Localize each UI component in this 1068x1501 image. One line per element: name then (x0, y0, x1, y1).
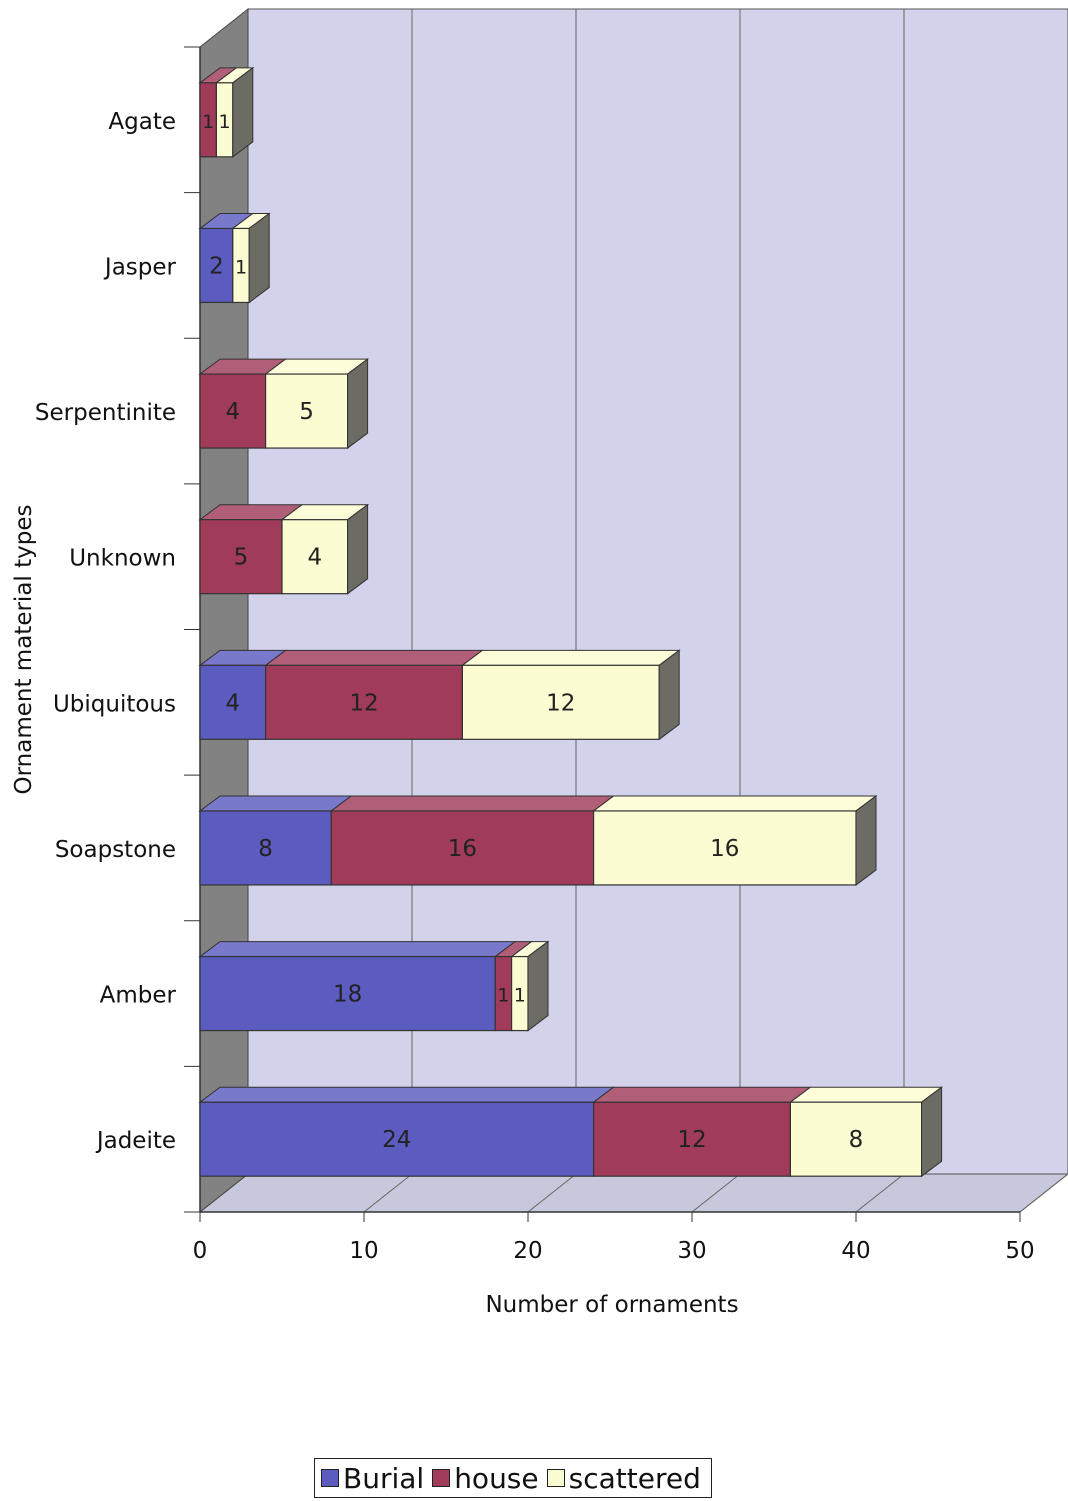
x-tick-label: 40 (841, 1238, 870, 1264)
data-label: 5 (299, 399, 314, 425)
x-tick-label: 10 (349, 1238, 378, 1264)
bar-ubiquitous-scattered (461, 664, 660, 740)
y-tick-label: Serpentinite (35, 400, 176, 426)
bar-top-soapstone-burial (198, 795, 353, 812)
data-label: 1 (514, 985, 526, 1007)
data-label: 8 (258, 836, 273, 862)
bar-ubiquitous-burial (199, 664, 267, 740)
y-tick-label: Ubiquitous (53, 691, 176, 717)
bar-soapstone-house (330, 810, 595, 886)
bar-side-soapstone (855, 794, 877, 886)
y-tick-label: Soapstone (55, 837, 176, 863)
gridline-floor (363, 1173, 413, 1213)
x-tick-label: 20 (513, 1238, 542, 1264)
legend-swatch-house (432, 1469, 451, 1487)
bar-soapstone-scattered (592, 810, 857, 886)
bar-unknown-house (199, 519, 283, 595)
legend-label-house: house (454, 1461, 539, 1495)
data-label: 24 (382, 1127, 411, 1153)
y-tick-label: Jasper (103, 254, 177, 280)
y-tick-label: Agate (108, 109, 176, 135)
bar-top-amber-burial (198, 941, 517, 958)
bar-serpentinite-house (199, 373, 267, 449)
bar-side-jasper (248, 212, 270, 304)
bar-side-ubiquitous (658, 649, 680, 741)
data-label: 8 (849, 1127, 864, 1153)
data-label: 1 (202, 111, 214, 133)
gridline-floor (1019, 1173, 1068, 1213)
legend-label-scattered: scattered (568, 1461, 701, 1495)
bar-top-ubiquitous-scattered (460, 649, 681, 666)
y-tick-label: Unknown (69, 546, 176, 572)
x-tick-label: 30 (677, 1238, 706, 1264)
bar-ubiquitous-house (265, 664, 464, 740)
data-label: 4 (307, 545, 322, 571)
plot-side-wall (199, 7, 249, 1214)
bar-side-agate (232, 66, 254, 158)
legend: Burial house scattered (314, 1458, 712, 1498)
legend-swatch-scattered (546, 1469, 565, 1487)
data-label: 16 (448, 836, 477, 862)
legend-item-burial: Burial (321, 1462, 424, 1495)
data-label: 5 (234, 545, 249, 571)
data-label: 1 (219, 111, 231, 133)
data-label: 1 (497, 985, 509, 1007)
bar-top-soapstone-scattered (592, 795, 878, 812)
legend-label-burial: Burial (343, 1461, 425, 1495)
data-label: 4 (225, 690, 240, 716)
gridline-floor (527, 1173, 577, 1213)
bar-serpentinite-scattered (265, 373, 349, 449)
bar-top-soapstone-house (329, 795, 616, 812)
gridline-floor (855, 1173, 905, 1213)
bar-side-serpentinite (347, 358, 369, 450)
bar-amber-burial (199, 955, 496, 1032)
data-label: 12 (546, 690, 575, 716)
y-tick-label: Jadeite (95, 1128, 176, 1154)
bar-top-jadeite-burial (198, 1086, 616, 1103)
data-label: 18 (333, 982, 362, 1008)
x-tick-label: 0 (193, 1238, 208, 1264)
bar-jasper-burial (199, 227, 234, 304)
data-label: 12 (677, 1127, 706, 1153)
legend-item-house: house (432, 1461, 539, 1495)
plot-floor (198, 1173, 1068, 1213)
bar-jadeite-burial (199, 1101, 595, 1177)
y-axis-title: Ornament material types (11, 505, 37, 795)
bar-top-jadeite-house (592, 1086, 812, 1103)
bar-jadeite-house (592, 1101, 791, 1177)
legend-swatch-burial (321, 1469, 339, 1487)
x-axis-title: Number of ornaments (485, 1292, 738, 1318)
data-label: 16 (710, 836, 739, 862)
bar-side-amber (527, 940, 549, 1032)
bar-side-jadeite (921, 1086, 943, 1178)
legend-item-scattered: scattered (546, 1461, 701, 1495)
gridline-floor (691, 1173, 741, 1213)
bar-soapstone-burial (199, 810, 332, 886)
y-tick-label: Amber (100, 983, 177, 1009)
data-label: 1 (235, 256, 247, 278)
bar-top-jadeite-scattered (788, 1086, 944, 1103)
data-label: 2 (209, 253, 224, 279)
x-tick-label: 50 (1005, 1238, 1034, 1264)
bar-jadeite-scattered (789, 1101, 923, 1177)
bar-side-unknown (347, 503, 369, 595)
data-label: 4 (225, 399, 240, 425)
bar-top-ubiquitous-house (264, 649, 484, 666)
data-label: 12 (349, 690, 378, 716)
